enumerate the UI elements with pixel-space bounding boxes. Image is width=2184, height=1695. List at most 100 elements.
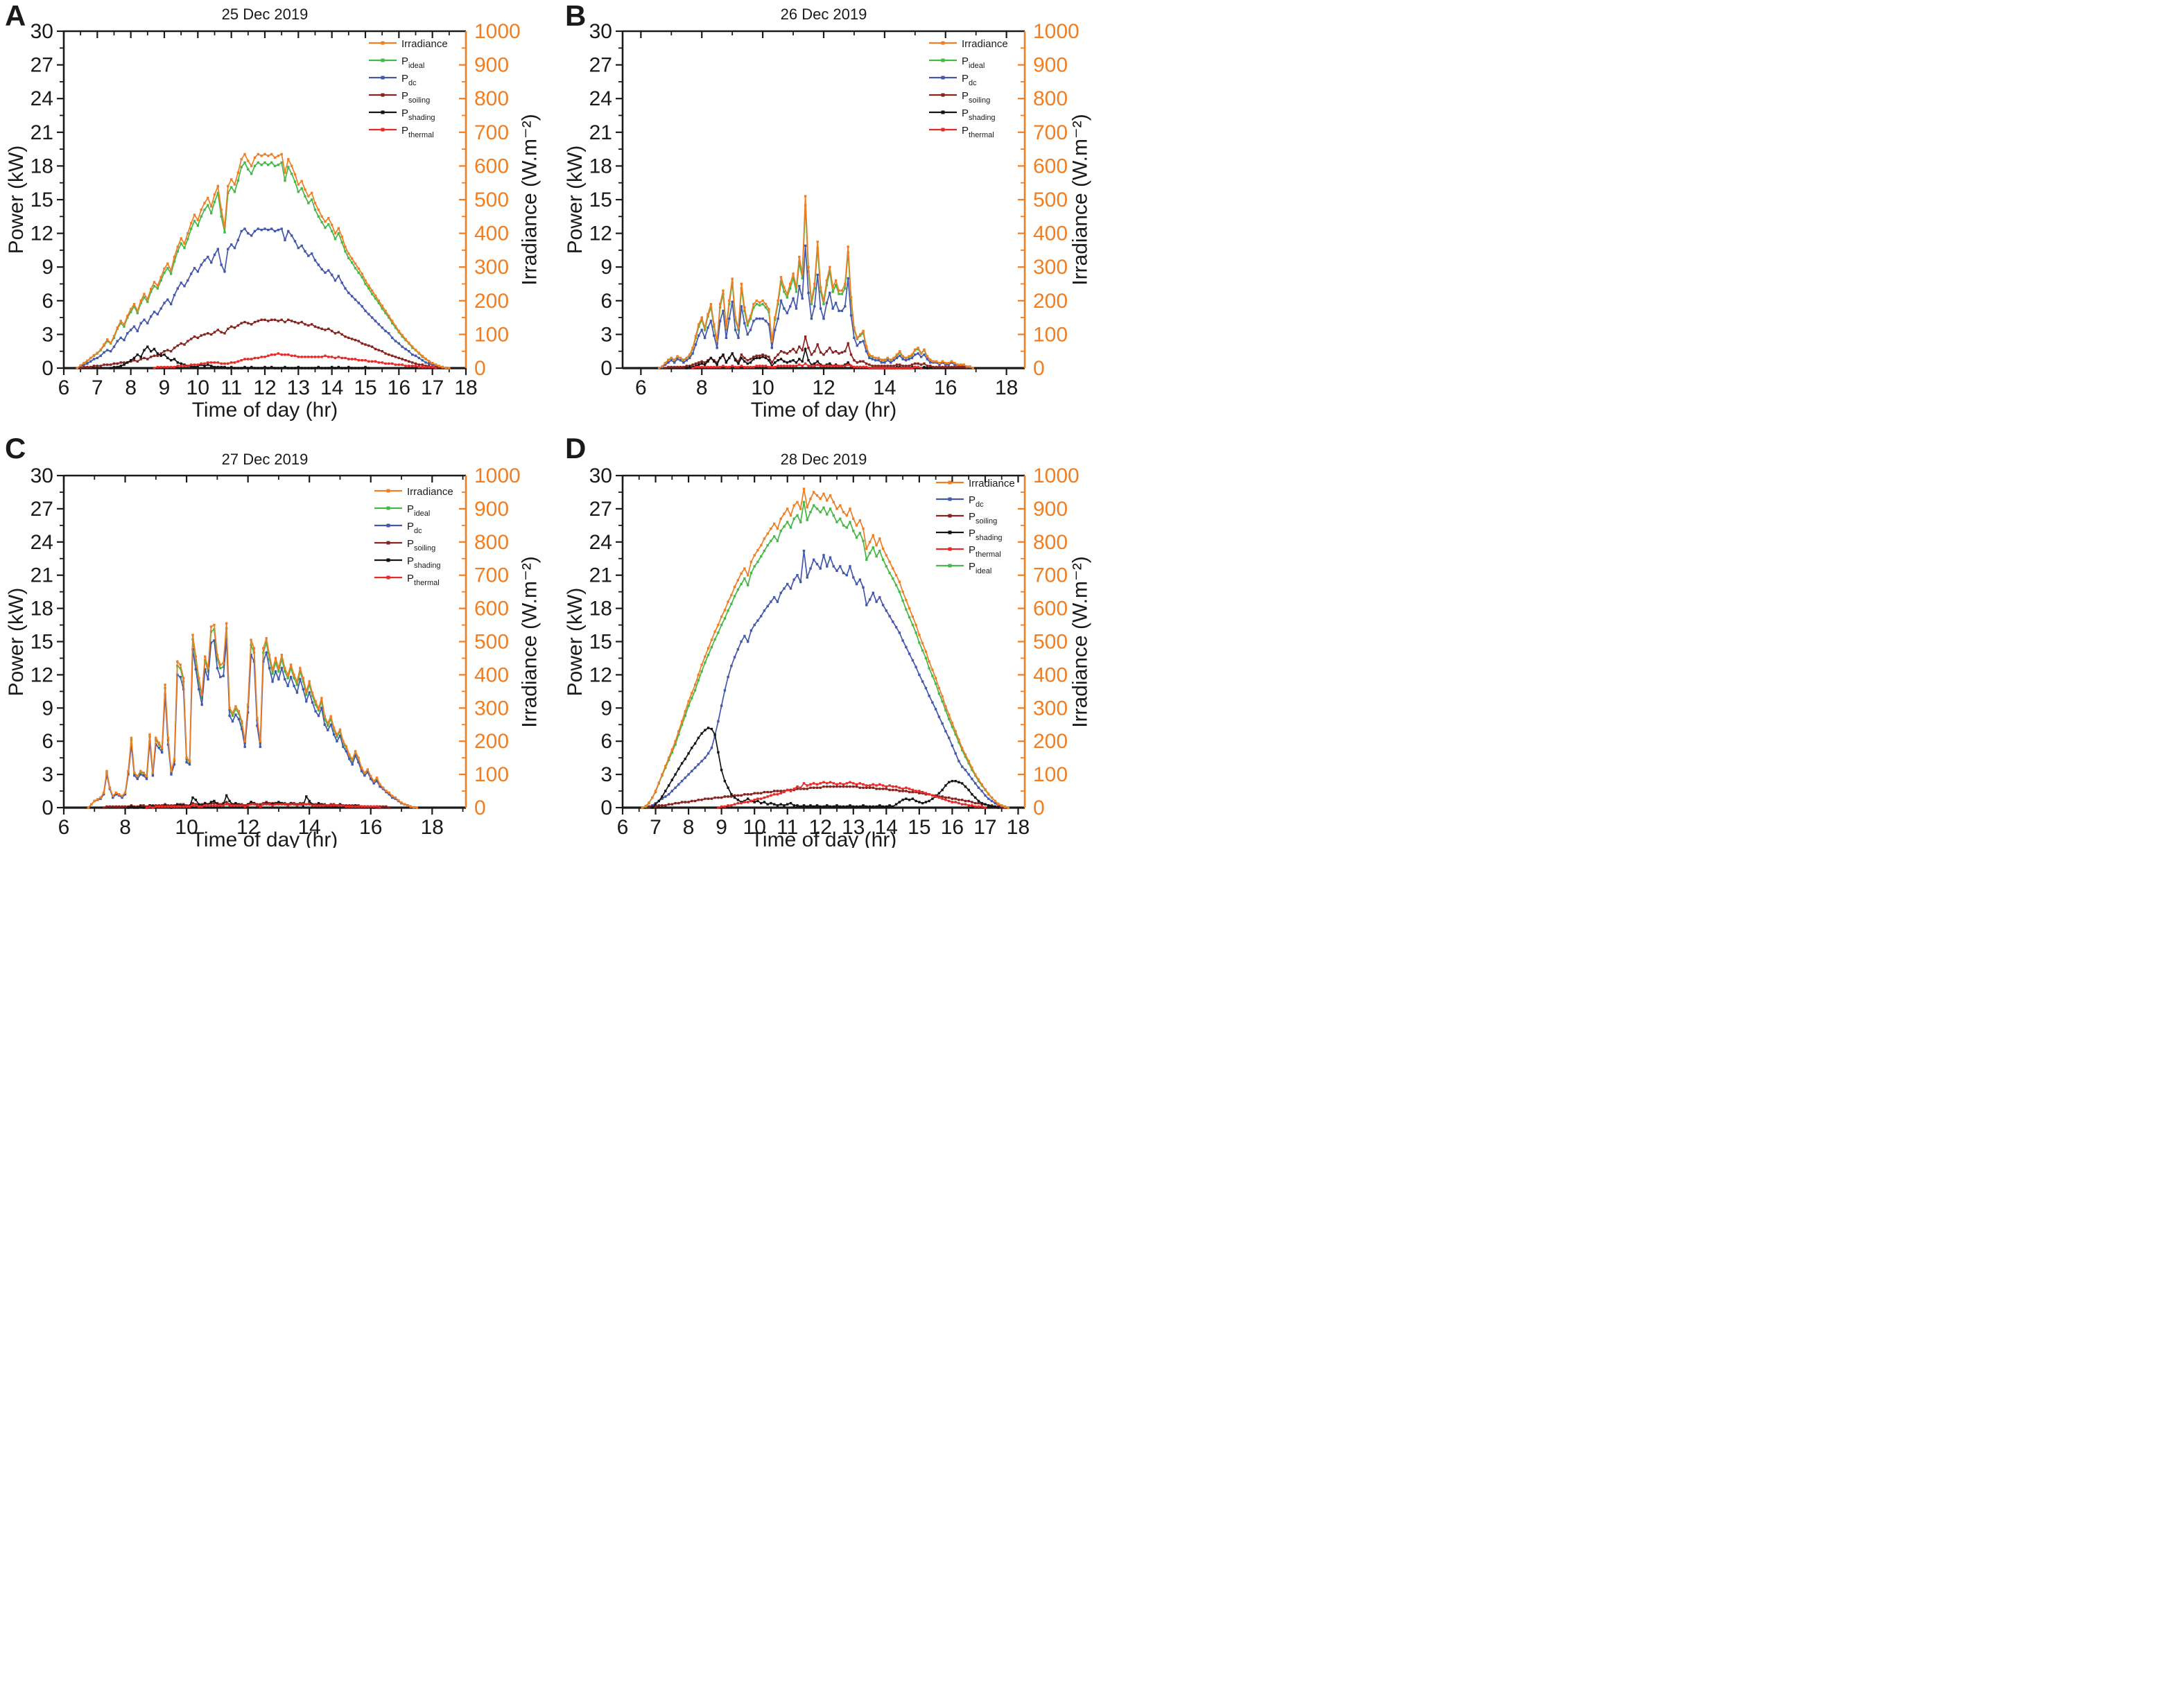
y2-tick-label: 0 [474, 797, 486, 819]
x-tick-label: 13 [842, 816, 865, 839]
legend-label: Psoiling [962, 90, 990, 105]
series-markers-thermal [717, 781, 987, 809]
x-tick-label: 6 [58, 376, 70, 399]
y-tick-label: 18 [31, 598, 53, 620]
panel-b-ylabel-left: Power (kW) [564, 145, 587, 254]
series-ideal [76, 161, 447, 369]
x-tick-label: 12 [812, 376, 835, 399]
y-tick-label: 18 [589, 155, 612, 177]
legend-item-ideal: Pideal [369, 55, 424, 70]
panel-a-ylabel-right: Irradiance (W.m⁻²) [518, 114, 541, 286]
y2-tick-label: 300 [474, 256, 509, 279]
y2-tick-label: 0 [474, 357, 486, 380]
panel-c-title: 27 Dec 2019 [221, 451, 309, 468]
y2-tick-label: 900 [1033, 498, 1068, 521]
legend-item-ideal: Pideal [929, 55, 985, 70]
x-tick-label: 14 [320, 376, 343, 399]
legend-item-soiling: Psoiling [936, 511, 997, 525]
series-dc [645, 550, 1005, 808]
legend-item-shading: Pshading [369, 107, 435, 122]
y-tick-label: 12 [31, 223, 53, 245]
panel-a-letter: A [5, 0, 26, 32]
series-markers-dc [76, 227, 447, 370]
y-tick-label: 15 [31, 631, 53, 654]
series-irradiance [76, 153, 449, 369]
y-tick-label: 3 [600, 763, 612, 786]
series-markers-thermal [153, 352, 437, 370]
y-tick-label: 30 [589, 20, 612, 43]
legend-label: Psoiling [401, 90, 430, 105]
y-tick-label: 30 [589, 464, 612, 487]
x-tick-label: 11 [220, 376, 242, 399]
series-irradiance [659, 196, 973, 369]
x-tick-label: 8 [696, 376, 708, 399]
panel-c-ylabel-right: Irradiance (W.m⁻²) [518, 556, 541, 728]
panel-a-ylabel-left: Power (kW) [5, 145, 28, 254]
legend-item-dc: Pdc [929, 73, 977, 87]
x-tick-label: 6 [635, 376, 647, 399]
x-tick-label: 16 [388, 376, 410, 399]
legend-label: Irradiance [962, 38, 1008, 50]
x-tick-label: 6 [617, 816, 629, 839]
legend-item-ideal: Pideal [374, 503, 430, 518]
panel-d: 6 7 8 9 10 11 12 13 14 15 16 17 18 0 3 6 9 12 15 18 21 24 27 30… [546, 424, 1092, 849]
legend-label: Pdc [407, 521, 422, 535]
y2-tick-label: 1000 [1033, 464, 1080, 487]
x-tick-label: 14 [875, 816, 898, 839]
series-markers-shading [651, 727, 1000, 809]
y2-tick-label: 600 [474, 155, 509, 177]
y-tick-label: 12 [31, 663, 53, 686]
panel-c-plot: 6 8 10 12 14 16 180369121518212427300100200300… [31, 464, 521, 839]
x-tick-label: 8 [683, 816, 695, 839]
y2-tick-label: 100 [474, 763, 509, 786]
y2-tick-label: 400 [1033, 223, 1068, 245]
legend-label: Pthermal [401, 125, 434, 139]
legend-item-soiling: Psoiling [374, 538, 435, 553]
x-tick-label: 10 [187, 376, 209, 399]
legend-label: Pdc [969, 494, 984, 509]
y-tick-label: 6 [600, 730, 612, 753]
legend-label: Pthermal [407, 573, 440, 587]
y2-tick-label: 200 [1033, 290, 1068, 313]
legend-item-shading: Pshading [936, 528, 1003, 542]
y2-tick-label: 300 [1033, 256, 1068, 279]
legend-item-shading: Pshading [374, 555, 441, 570]
y-tick-label: 27 [589, 54, 612, 77]
x-tick-label: 18 [1007, 816, 1030, 839]
panel-b: 6 8 10 12 14 16 18 0 3 6 9 12 15 18 21 24 27 30 0 100 200 300… [546, 0, 1092, 424]
panel-c-ylabel-left: Power (kW) [5, 587, 28, 697]
legend-label: Irradiance [407, 486, 453, 498]
y-tick-label: 27 [31, 54, 53, 77]
y-tick-label: 3 [42, 763, 53, 786]
y-tick-label: 0 [42, 357, 53, 380]
series-thermal [692, 363, 921, 369]
y2-tick-label: 800 [1033, 87, 1068, 110]
x-tick-label: 17 [421, 376, 444, 399]
y2-tick-label: 100 [1033, 323, 1068, 346]
y-tick-label: 24 [589, 531, 612, 554]
legend-label: Pshading [401, 107, 435, 122]
y-tick-label: 18 [31, 155, 53, 177]
y-tick-label: 24 [31, 87, 53, 110]
y-tick-label: 21 [31, 121, 53, 144]
y2-tick-label: 600 [1033, 598, 1068, 620]
legend-label: Pideal [962, 55, 985, 70]
y2-tick-label: 500 [474, 631, 509, 654]
y2-tick-label: 800 [1033, 531, 1068, 554]
y-tick-label: 15 [589, 631, 612, 654]
legend-item-dc: Pdc [369, 73, 417, 87]
x-tick-label: 15 [354, 376, 376, 399]
y-tick-label: 21 [589, 564, 612, 587]
y-tick-label: 9 [42, 256, 53, 279]
x-tick-label: 8 [119, 816, 131, 839]
y-tick-label: 24 [589, 87, 612, 110]
x-tick-label: 9 [159, 376, 171, 399]
x-tick-label: 8 [125, 376, 137, 399]
panel-a-plot: 6 7 8 9 10 11 12 13 14 15 16 17 18036912151821242730… [31, 20, 521, 399]
panel-d-ylabel-left: Power (kW) [564, 587, 587, 697]
x-tick-label: 10 [175, 816, 198, 839]
y-tick-label: 21 [589, 121, 612, 144]
y-tick-label: 30 [31, 464, 53, 487]
legend-label: Pshading [962, 107, 996, 122]
legend-item-irradiance: Irradiance [369, 38, 448, 50]
